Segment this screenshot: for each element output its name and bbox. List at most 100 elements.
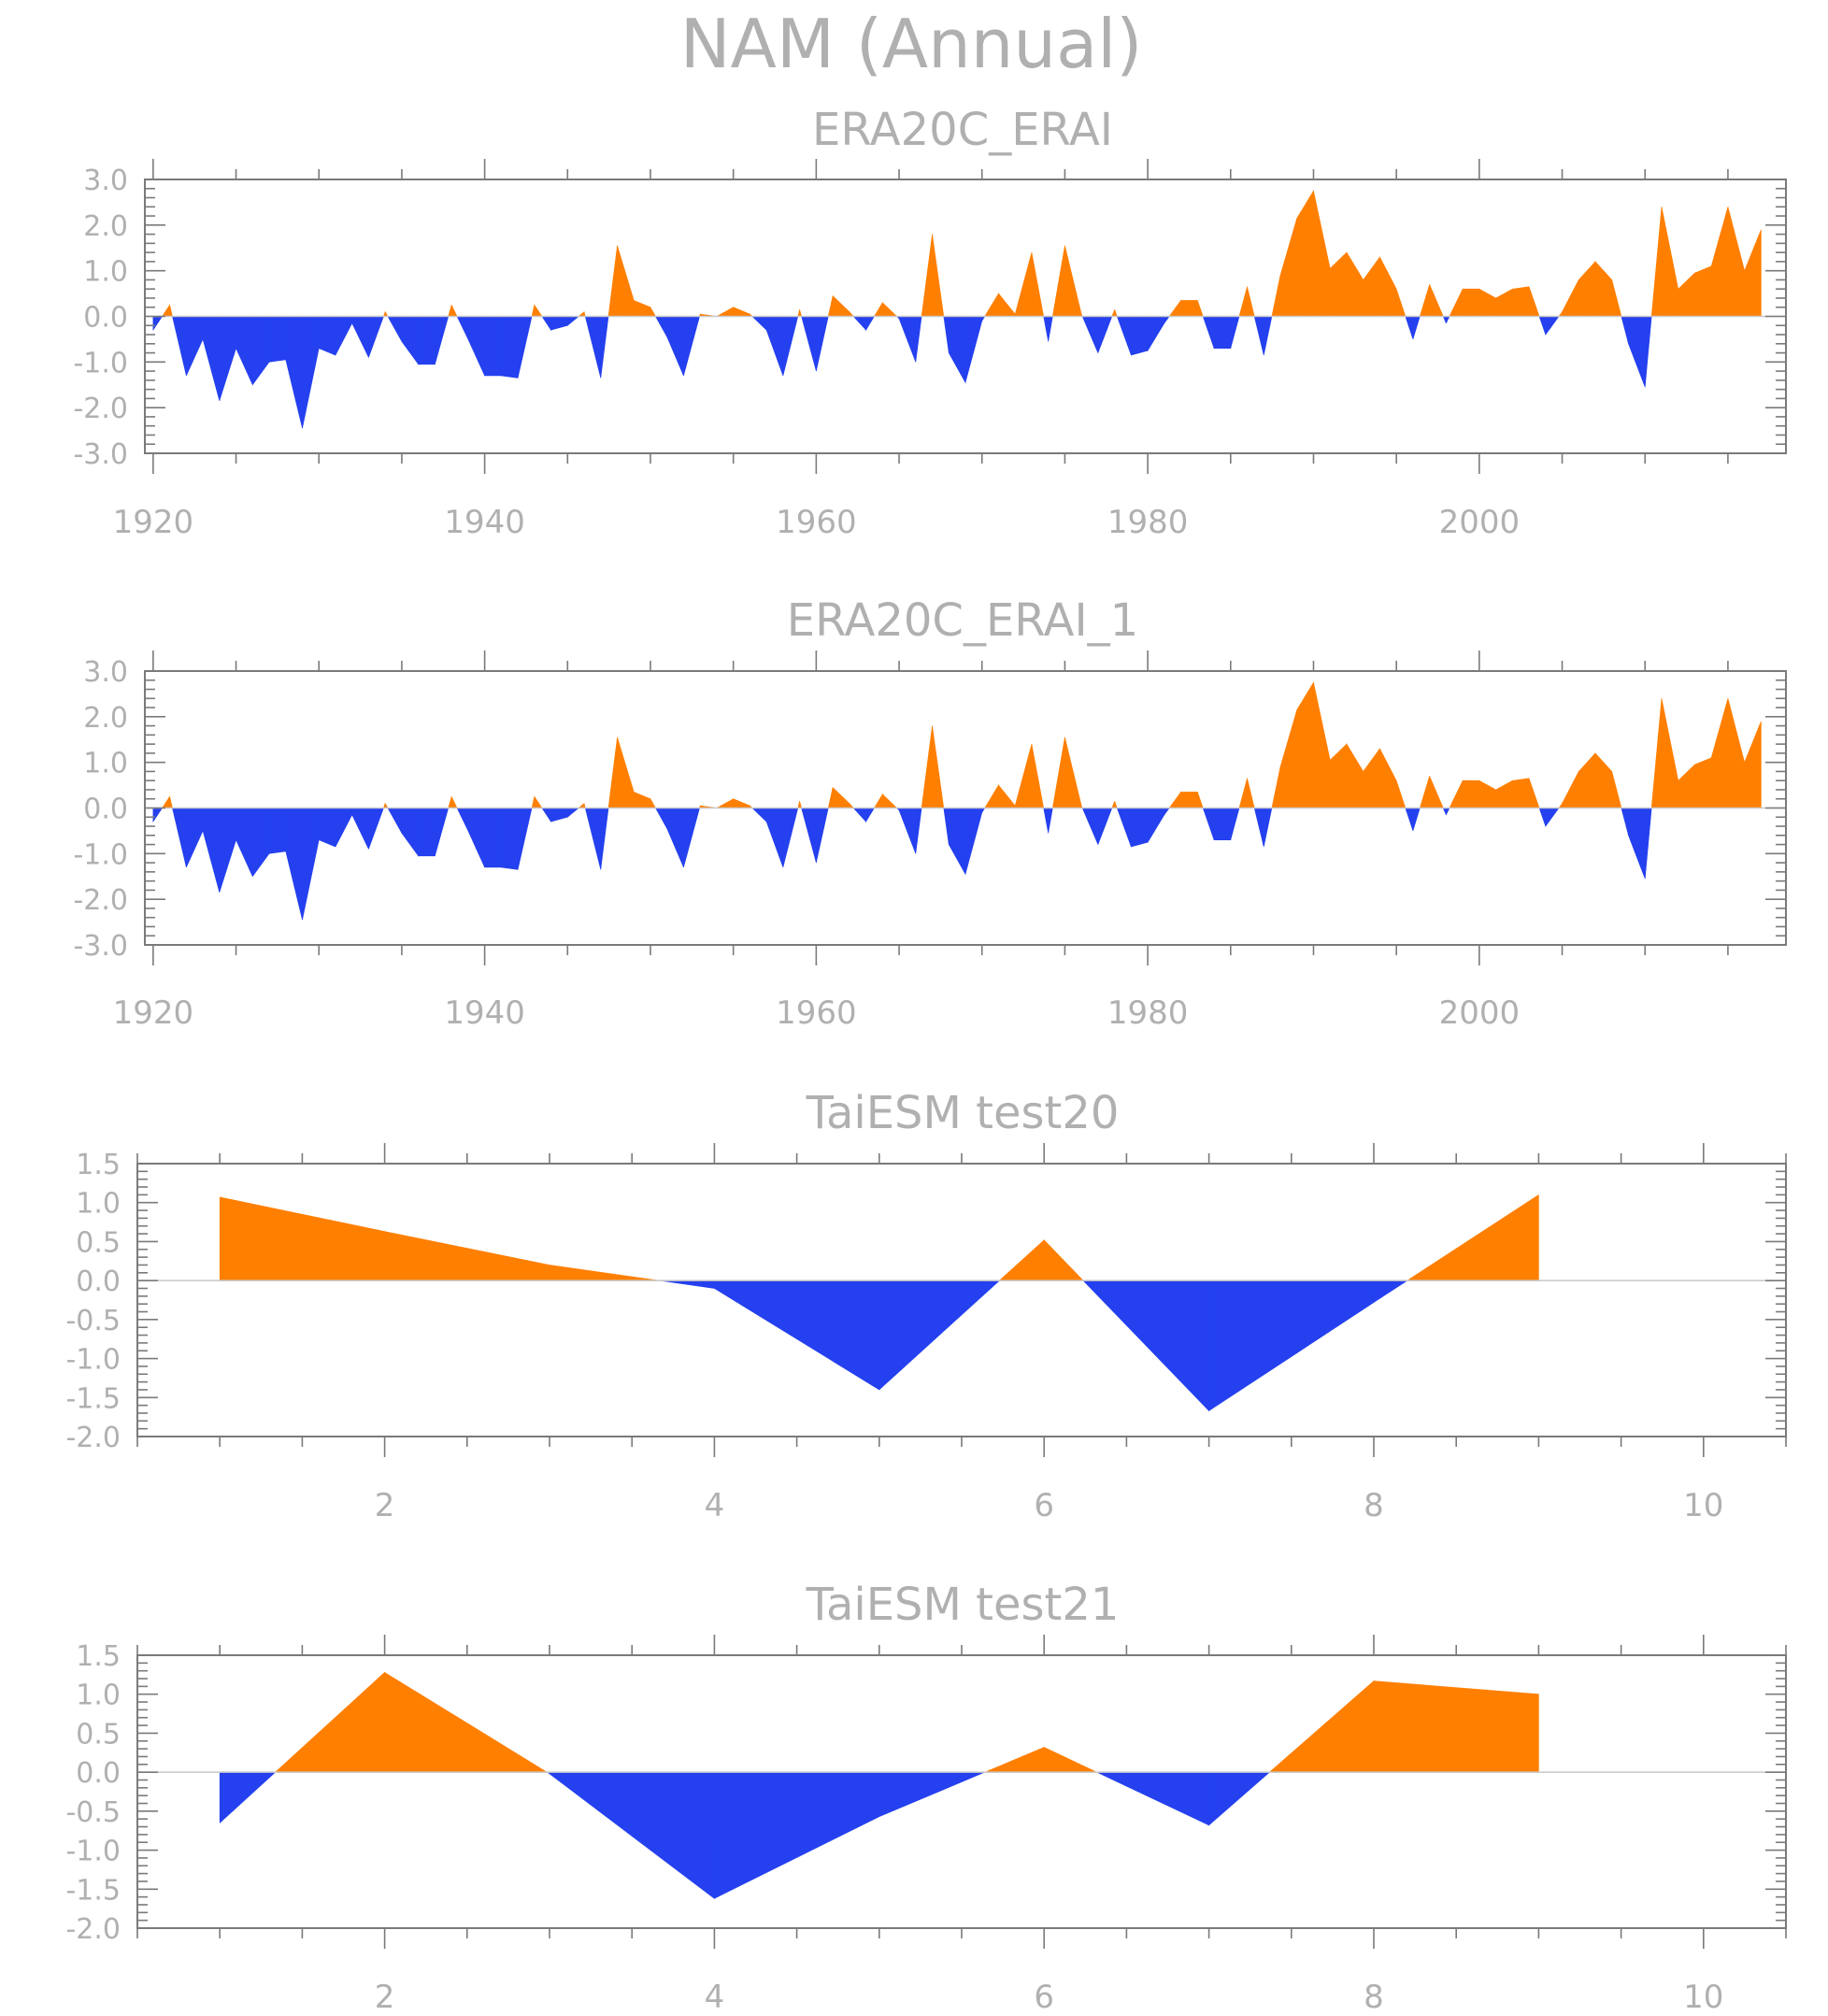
- positive-area: [1051, 736, 1065, 808]
- negative-area: [172, 808, 187, 868]
- positive-area: [716, 798, 734, 808]
- negative-area: [1164, 316, 1170, 324]
- positive-area: [716, 307, 734, 317]
- negative-area: [915, 316, 922, 363]
- negative-area: [302, 316, 320, 429]
- y-tick-label: 0.0: [83, 302, 128, 335]
- positive-area: [1180, 300, 1198, 317]
- negative-area: [1253, 316, 1264, 356]
- negative-area: [1147, 808, 1165, 844]
- x-tick-label: 2000: [1439, 504, 1521, 541]
- negative-area: [318, 808, 336, 848]
- y-tick-label: -0.5: [65, 1305, 121, 1337]
- positive-area: [832, 786, 850, 808]
- y-tick-label: 1.5: [76, 1149, 121, 1181]
- positive-area: [448, 796, 452, 808]
- negative-area: [501, 808, 519, 870]
- negative-area: [335, 316, 353, 356]
- negative-area: [1147, 316, 1165, 352]
- negative-area: [387, 808, 403, 835]
- negative-area: [1208, 1280, 1375, 1412]
- negative-area: [501, 316, 519, 379]
- negative-area: [219, 808, 236, 893]
- positive-area: [1528, 778, 1540, 808]
- positive-area: [1395, 289, 1407, 317]
- negative-area: [751, 316, 767, 331]
- positive-area: [998, 784, 1016, 808]
- positive-area: [549, 1265, 660, 1281]
- positive-area: [1478, 779, 1496, 808]
- positive-area: [1727, 207, 1745, 317]
- negative-area: [915, 808, 922, 854]
- x-tick-label: 2: [375, 1979, 395, 2016]
- positive-area: [1014, 252, 1033, 317]
- positive-area: [1611, 279, 1622, 317]
- positive-area: [1744, 721, 1762, 808]
- negative-area: [1263, 316, 1273, 356]
- negative-area: [566, 808, 579, 818]
- negative-area: [584, 808, 602, 870]
- x-tick-label: 1980: [1107, 994, 1189, 1032]
- negative-area: [852, 316, 866, 331]
- plot-area: 2 4 6 8 10 1.5 1.0 0.5 0.0 -0.5 -1.0 -1.5 -2.0: [65, 1635, 1787, 2016]
- positive-area: [1495, 288, 1513, 317]
- panel-title: ERA20C_ERAI_1: [787, 594, 1138, 647]
- positive-area: [1512, 286, 1530, 317]
- negative-area: [1048, 316, 1053, 342]
- negative-area: [285, 808, 303, 921]
- y-tick-label: -2.0: [65, 1913, 121, 1946]
- x-tick-label: 4: [705, 1979, 725, 2016]
- y-tick-label: 2.0: [83, 702, 128, 735]
- negative-area: [285, 316, 303, 429]
- negative-area: [202, 808, 221, 893]
- y-tick-label: 0.5: [76, 1718, 121, 1751]
- negative-area: [1253, 808, 1264, 848]
- positive-area: [274, 1671, 385, 1773]
- y-tick-label: 1.0: [76, 1188, 121, 1221]
- negative-area: [335, 808, 353, 848]
- x-tick-label: 1940: [444, 504, 525, 541]
- negative-area: [898, 316, 917, 363]
- positive-area: [1578, 752, 1596, 808]
- negative-area: [948, 316, 966, 384]
- negative-area: [435, 808, 450, 856]
- negative-area: [152, 808, 164, 823]
- plot-area: 1920 1940 1960 1980 2000 3.0 2.0 1.0 0.0 -1.0 -2.0…: [73, 159, 1787, 541]
- y-tick-label: 3.0: [83, 164, 128, 197]
- negative-area: [765, 808, 784, 868]
- positive-area: [448, 305, 452, 317]
- negative-area: [816, 808, 829, 864]
- negative-area: [401, 808, 419, 857]
- negative-area: [467, 808, 485, 868]
- negative-area: [1442, 808, 1447, 815]
- panel-era20c-erai: ERA20C_ERAI 1920 1940 1960 1980 2000 3.0 2.0 1.…: [73, 104, 1787, 541]
- positive-area: [450, 796, 458, 808]
- positive-area: [1279, 218, 1298, 317]
- y-tick-label: 1.5: [76, 1640, 121, 1673]
- positive-area: [617, 736, 635, 808]
- negative-area: [1131, 316, 1149, 356]
- negative-area: [659, 1280, 715, 1289]
- positive-area: [1661, 698, 1679, 808]
- negative-area: [1082, 1280, 1209, 1412]
- negative-area: [1081, 316, 1099, 353]
- negative-area: [898, 808, 917, 854]
- negative-area: [1628, 316, 1646, 388]
- positive-area: [1512, 778, 1530, 808]
- positive-area: [1238, 286, 1248, 317]
- negative-area: [401, 316, 419, 365]
- positive-area: [1528, 286, 1540, 317]
- positive-area: [984, 293, 999, 317]
- negative-area: [1442, 316, 1447, 323]
- positive-area: [161, 304, 170, 317]
- negative-area: [1097, 316, 1113, 353]
- negative-area: [683, 316, 700, 377]
- negative-area: [566, 316, 579, 326]
- positive-area: [384, 1231, 550, 1281]
- negative-area: [801, 316, 817, 372]
- positive-area: [531, 305, 536, 317]
- negative-area: [943, 316, 950, 353]
- positive-area: [450, 305, 458, 317]
- negative-area: [368, 808, 384, 850]
- negative-area: [666, 808, 684, 868]
